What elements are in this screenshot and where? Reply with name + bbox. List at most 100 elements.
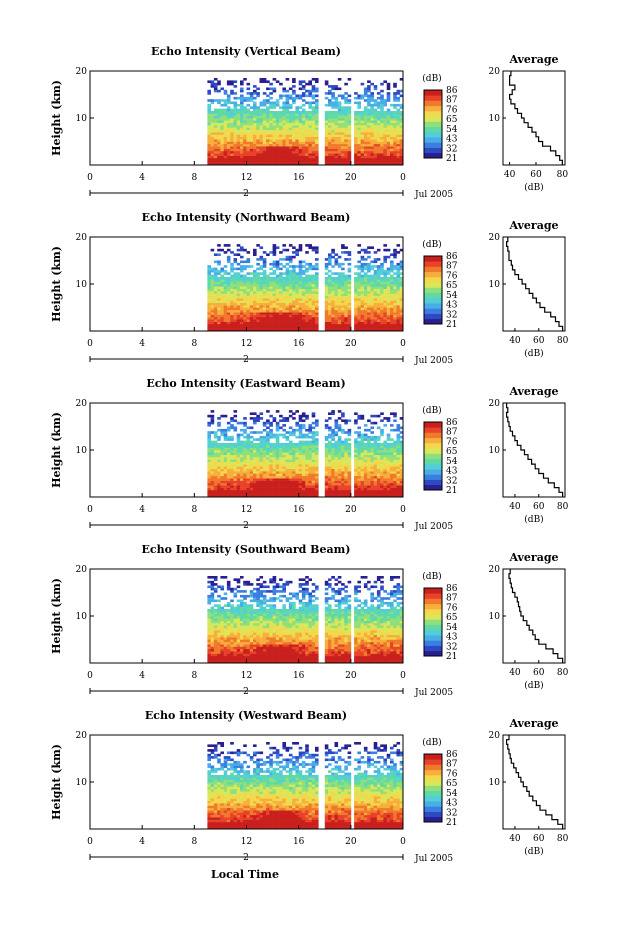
heatmap-cell <box>213 454 218 458</box>
heatmap-cell <box>282 428 286 432</box>
heatmap-cell <box>373 150 378 154</box>
heatmap-cell <box>207 281 211 285</box>
heatmap-cell <box>347 141 352 145</box>
heatmap-cell <box>298 475 303 479</box>
heatmap-cell <box>311 111 316 114</box>
heatmap-cell <box>210 445 215 448</box>
heatmap-cell <box>390 286 394 289</box>
heatmap-cell <box>390 298 394 301</box>
heatmap-cell <box>380 143 384 147</box>
heatmap-cell <box>328 118 332 121</box>
heatmap-cell <box>236 262 241 266</box>
heatmap-cell <box>226 244 231 247</box>
heatmap-cell <box>334 480 339 484</box>
heatmap-cell <box>344 321 348 325</box>
heatmap-cell <box>360 111 365 114</box>
heatmap-cell <box>207 442 211 446</box>
heatmap-cell <box>207 473 211 477</box>
heatmap-cell <box>308 143 312 147</box>
heatmap-cell <box>380 307 384 311</box>
heatmap-cell <box>396 286 401 289</box>
heatmap-cell <box>337 293 342 296</box>
heatmap-cell <box>279 461 283 465</box>
heatmap-cell <box>220 157 224 161</box>
heatmap-cell <box>236 459 241 462</box>
heatmap-cell <box>223 279 228 282</box>
heatmap-cell <box>341 464 345 467</box>
heatmap-cell <box>285 286 290 289</box>
heatmap-cell <box>337 139 342 142</box>
heatmap-cell <box>269 293 273 296</box>
heatmap-cell <box>373 323 378 327</box>
heatmap-cell <box>298 162 303 166</box>
heatmap-cell <box>288 288 293 292</box>
heatmap-cell <box>347 480 352 484</box>
heatmap-cell <box>298 307 303 311</box>
heatmap-cell <box>275 485 280 488</box>
heatmap-cell <box>367 132 371 135</box>
heatmap-cell <box>363 428 368 432</box>
heatmap-cell <box>246 445 251 448</box>
heatmap-cell <box>370 442 374 446</box>
heatmap-cell <box>363 293 368 296</box>
heatmap-cell <box>308 141 312 145</box>
heatmap-cell <box>269 461 273 465</box>
heatmap-cell <box>315 87 319 91</box>
heatmap-cell <box>217 132 221 135</box>
heatmap-cell <box>223 314 228 318</box>
heatmap-cell <box>233 468 238 472</box>
heatmap-cell <box>256 452 260 455</box>
heatmap-cell <box>213 494 218 498</box>
heatmap-cell <box>213 122 218 126</box>
heatmap-cell <box>360 276 365 280</box>
heatmap-cell <box>301 279 306 282</box>
heatmap-cell <box>354 419 358 422</box>
heatmap-cell <box>311 431 316 434</box>
heatmap-cell <box>331 302 335 306</box>
heatmap-cell <box>210 298 215 301</box>
heatmap-cell <box>315 284 319 287</box>
heatmap-cell <box>220 87 224 91</box>
heatmap-cell <box>331 300 335 303</box>
heatmap-cell <box>334 424 339 427</box>
heatmap-cell <box>275 143 280 147</box>
heatmap-cell <box>344 286 348 289</box>
heatmap-cell <box>331 134 335 137</box>
heatmap-cell <box>298 244 303 247</box>
heatmap-cell <box>305 468 309 472</box>
heatmap-cell <box>370 473 374 477</box>
heatmap-cell <box>337 148 342 152</box>
heatmap-cell <box>259 466 264 469</box>
heatmap-cell <box>311 276 316 280</box>
heatmap-cell <box>383 466 387 469</box>
heatmap-cell <box>285 122 290 126</box>
heatmap-cell <box>233 103 238 107</box>
heatmap-cell <box>256 417 260 420</box>
heatmap-cell <box>210 417 215 420</box>
heatmap-cell <box>337 94 342 98</box>
heatmap-cell <box>334 129 339 133</box>
heatmap-cell <box>269 141 273 145</box>
heatmap-cell <box>324 438 329 441</box>
heatmap-cell <box>380 485 384 488</box>
heatmap-cell <box>305 122 309 126</box>
heatmap-cell <box>380 492 384 495</box>
heatmap-cell <box>331 471 335 474</box>
heatmap-cell <box>373 162 378 166</box>
heatmap-cell <box>341 293 345 296</box>
heatmap-cell <box>292 136 296 140</box>
heatmap-cell <box>315 298 319 301</box>
average-x-tick-label: 80 <box>557 336 569 346</box>
colorbar-tick-label: 21 <box>446 154 457 164</box>
heatmap-cell <box>226 160 231 163</box>
heatmap-cell <box>282 485 286 488</box>
colorbar-tick-label: 87 <box>446 262 458 272</box>
heatmap-cell <box>370 281 374 285</box>
heatmap-cell <box>315 129 319 133</box>
heatmap-cell <box>253 274 257 278</box>
heatmap-cell <box>305 319 309 322</box>
heatmap-cell <box>337 312 342 315</box>
heatmap-cell <box>243 489 247 493</box>
heatmap-cell <box>249 312 254 315</box>
heatmap-cell <box>207 326 211 329</box>
